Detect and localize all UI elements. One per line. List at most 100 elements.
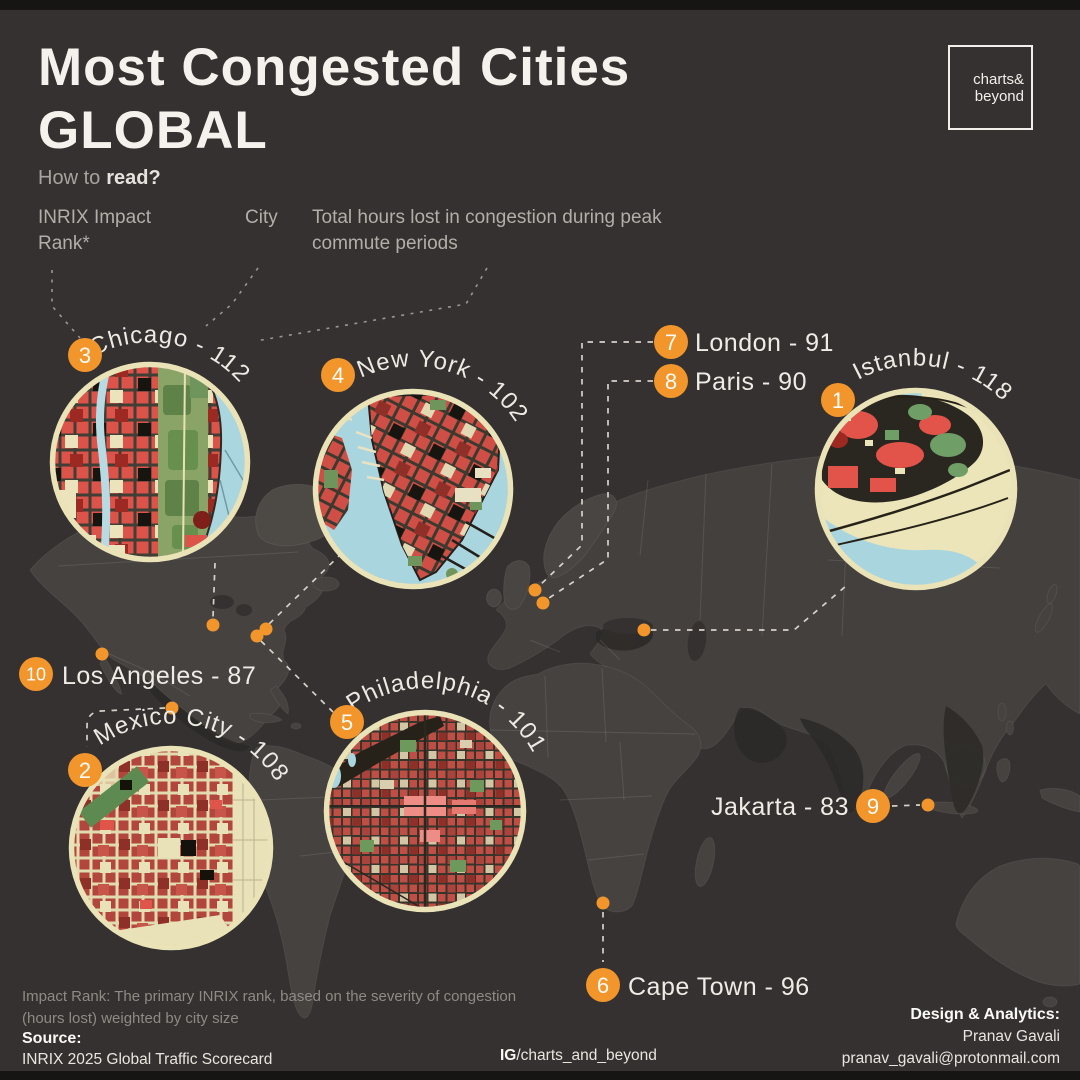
footnote-line1: Impact Rank: The primary INRIX rank, bas… [22,988,517,1005]
philippines-2 [1006,720,1014,736]
badge-los-angeles-number: 10 [26,664,46,684]
badge-jakarta: 9 [856,789,890,823]
badge-london-number: 7 [665,330,677,355]
florida [269,685,289,715]
philippines-1 [997,702,1007,722]
badge-paris: 8 [654,364,688,398]
connector-new-york [268,552,343,625]
logo-line-1: charts& [973,70,1024,88]
caribbean-island [290,722,302,730]
badge-jakarta-number: 9 [867,794,879,819]
charts-and-beyond-logo: charts& beyond [948,45,1033,130]
label-paris: Paris - 90 [695,368,807,396]
inset-map-chicago [49,361,251,563]
connector-chicago [212,562,216,618]
city-connector-lines [86,341,921,962]
japan-2 [1046,584,1058,604]
shadow-arabia [734,708,787,763]
bottom-border-bar [0,1071,1080,1080]
connector-philadelphia [260,640,334,713]
how-to-read-emphasis: read? [106,167,161,189]
dot-cape-town [596,896,610,910]
country-borders [57,455,1001,861]
tasmania [1042,996,1058,1008]
continent-australia [955,857,1080,987]
ig-handle: /charts_and_beyond [516,1047,657,1064]
inset-ring-chicago [49,361,251,563]
dot-london [528,583,542,597]
dot-paris [536,596,550,610]
inset-ring-istanbul [814,387,1018,591]
shadow-india [800,718,864,813]
dot-jakarta [921,798,935,812]
legend-rank-line2: Rank* [38,233,90,254]
shadow-central-america [148,682,250,752]
cuba [249,712,284,724]
connector-paris [545,380,653,601]
legend-city-label: City [245,207,278,228]
dot-new-york [259,622,273,636]
credits-name: Pranav Gavali [962,1028,1060,1045]
legend-line-hours [255,267,488,342]
inset-map-philadelphia [323,709,527,913]
straight-city-labels: London - 91 Paris - 90 Los Angeles - 87 … [62,329,849,1001]
rank-badges: 1 2 3 4 5 6 7 8 9 10 [19,325,890,1002]
sulawesi [996,758,1011,783]
dot-philadelphia [250,629,264,643]
badge-london: 7 [654,325,688,359]
instagram-handle: IG/charts_and_beyond [500,1047,657,1065]
badge-paris-number: 8 [665,369,677,394]
badge-los-angeles: 10 [19,657,53,691]
badge-mexico-city: 2 [68,753,102,787]
japan-1 [1034,603,1054,633]
badge-chicago: 3 [68,338,102,372]
iceland [312,576,340,592]
legend-line-rank [51,270,81,339]
credits-email: pranav_gavali@protonmail.com [841,1050,1060,1067]
new-guinea [1039,787,1080,813]
scandinavia [543,493,617,579]
inset-ring-new-york [312,388,514,590]
badge-cape-town-number: 6 [597,973,609,998]
ig-prefix: IG [500,1047,517,1064]
dot-mexico-city [165,701,179,715]
connector-jakarta [891,804,921,807]
source-text: INRIX 2025 Global Traffic Scorecard [22,1051,273,1068]
great-lake-2 [236,604,252,616]
inset-map-mexico-city [68,745,274,951]
source-block: Source: INRIX 2025 Global Traffic Scorec… [22,1028,272,1070]
legend-rank-label: INRIX Impact Rank* [38,205,151,257]
legend-hours-label: Total hours lost in congestion during pe… [312,207,662,254]
caspian-sea [687,621,707,661]
top-border-bar [0,0,1080,10]
how-to-read-prefix: How to [38,167,101,189]
dot-istanbul [637,623,651,637]
inset-ring-mexico-city [68,745,274,951]
badge-istanbul: 1 [821,383,855,417]
badge-philadelphia: 5 [330,705,364,739]
badge-chicago-number: 3 [79,343,91,368]
title-line-1: Most Congested Cities [38,38,631,97]
label-cape-town: Cape Town - 96 [628,973,810,1001]
legend-line-city [205,267,259,327]
title-line-2: GLOBAL [38,101,268,160]
dot-chicago [206,618,220,632]
legend-rank-line1: INRIX Impact [38,207,151,228]
badge-istanbul-number: 1 [832,388,844,413]
page-title: Most Congested Cities GLOBAL [38,36,630,162]
label-jakarta: Jakarta - 83 [711,793,849,821]
credits-label: Design & Analytics: [910,1006,1060,1023]
madagascar [694,836,716,888]
footnote-line2: (hours lost) weighted by city size [22,1010,239,1027]
inset-ring-philadelphia [323,709,527,913]
connector-london [537,341,653,588]
city-location-dots [95,583,935,910]
dot-los-angeles [95,647,109,661]
logo-line-2: beyond [974,87,1024,105]
connector-mexico-city [86,707,166,747]
label-los-angeles: Los Angeles - 87 [62,662,256,690]
shadow-southeast-asia [943,706,984,814]
inset-map-istanbul [814,387,1018,591]
legend-connector-lines [51,267,488,342]
